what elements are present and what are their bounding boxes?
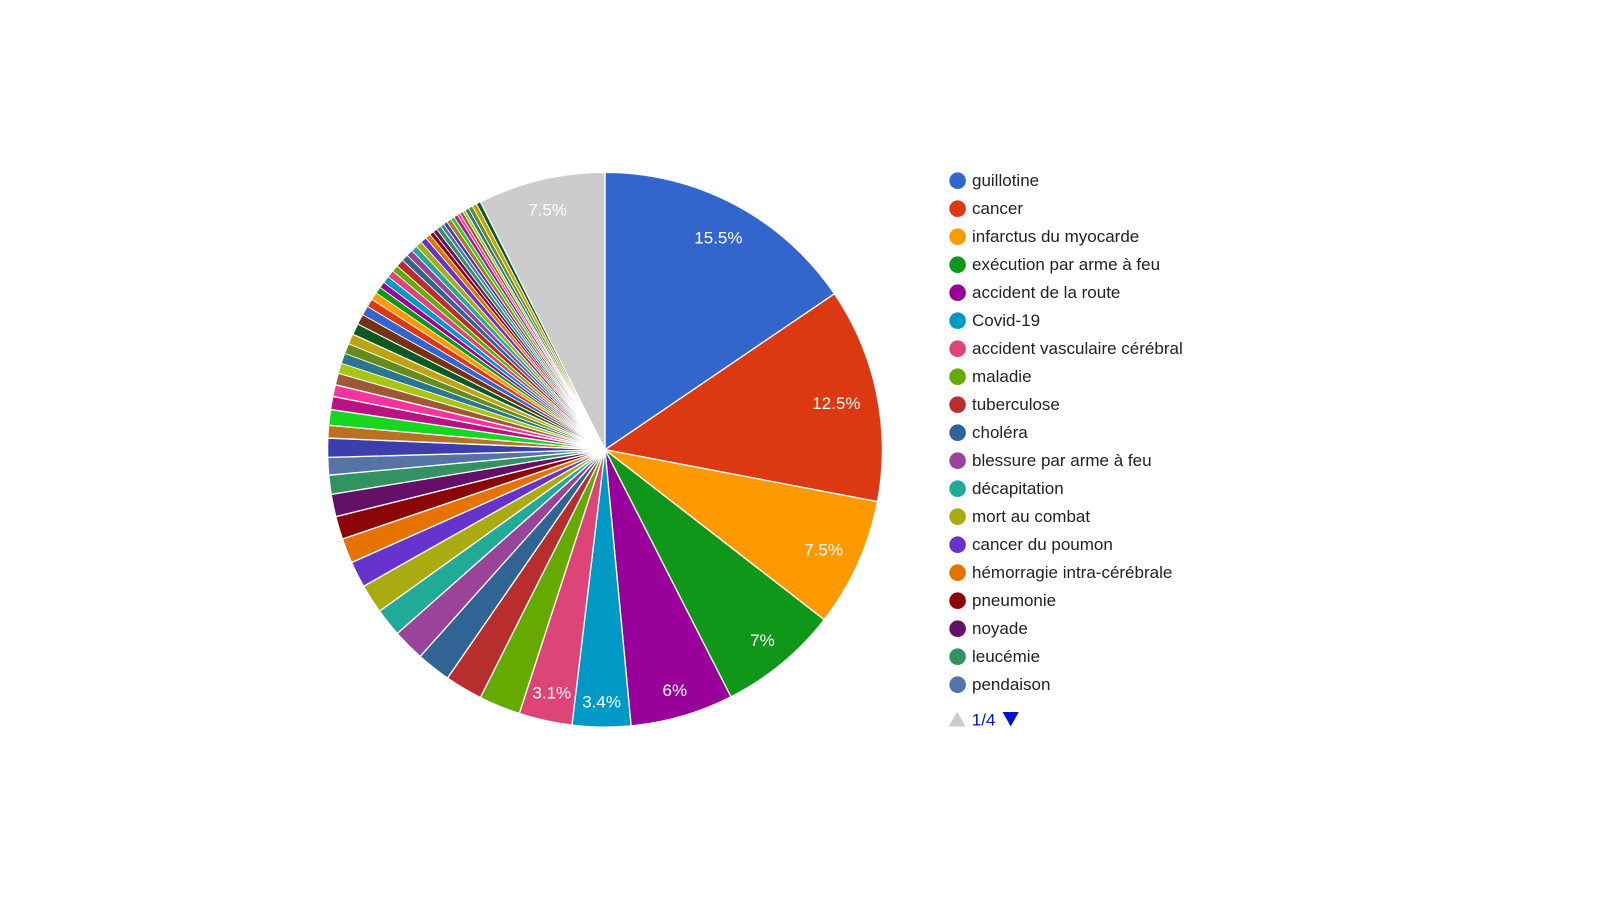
svg-text:maladie: maladie bbox=[972, 367, 1032, 386]
svg-text:accident de la route: accident de la route bbox=[972, 283, 1120, 302]
svg-text:6%: 6% bbox=[663, 681, 688, 700]
svg-text:7%: 7% bbox=[750, 631, 775, 650]
svg-text:accident vasculaire cérébral: accident vasculaire cérébral bbox=[972, 339, 1183, 358]
svg-text:hémorragie intra-cérébrale: hémorragie intra-cérébrale bbox=[972, 563, 1172, 582]
svg-text:3.1%: 3.1% bbox=[532, 684, 571, 703]
svg-text:15.5%: 15.5% bbox=[694, 229, 742, 248]
svg-text:7.5%: 7.5% bbox=[804, 540, 843, 559]
svg-text:1/4: 1/4 bbox=[972, 711, 996, 730]
svg-text:cancer: cancer bbox=[972, 199, 1023, 218]
svg-text:Covid-19: Covid-19 bbox=[972, 311, 1040, 330]
svg-text:7.5%: 7.5% bbox=[528, 201, 567, 220]
svg-text:noyade: noyade bbox=[972, 619, 1028, 638]
svg-text:12.5%: 12.5% bbox=[812, 394, 860, 413]
svg-text:choléra: choléra bbox=[972, 423, 1028, 442]
svg-text:leucémie: leucémie bbox=[972, 647, 1040, 666]
svg-text:pendaison: pendaison bbox=[972, 675, 1050, 694]
svg-text:guillotine: guillotine bbox=[972, 171, 1039, 190]
svg-text:cancer du poumon: cancer du poumon bbox=[972, 535, 1113, 554]
svg-text:infarctus du myocarde: infarctus du myocarde bbox=[972, 227, 1139, 246]
svg-text:blessure par arme à feu: blessure par arme à feu bbox=[972, 451, 1152, 470]
svg-text:mort au combat: mort au combat bbox=[972, 507, 1090, 526]
svg-text:tuberculose: tuberculose bbox=[972, 395, 1060, 414]
svg-text:décapitation: décapitation bbox=[972, 479, 1064, 498]
svg-text:pneumonie: pneumonie bbox=[972, 591, 1056, 610]
svg-text:exécution par arme à feu: exécution par arme à feu bbox=[972, 255, 1160, 274]
svg-text:3.4%: 3.4% bbox=[582, 692, 621, 711]
